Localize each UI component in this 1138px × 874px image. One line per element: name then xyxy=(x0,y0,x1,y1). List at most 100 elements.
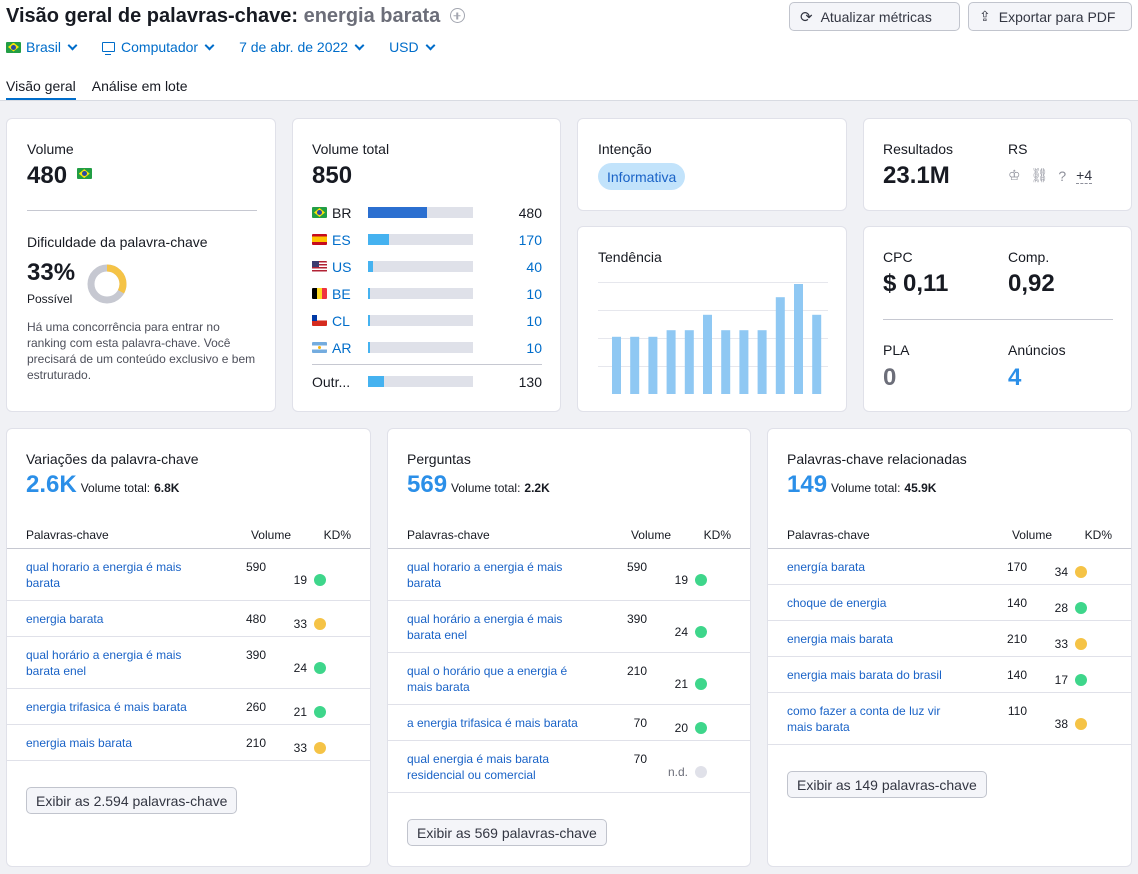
keyword-link[interactable]: energia trifasica é mais barata xyxy=(26,700,187,714)
device-filter[interactable]: Computador xyxy=(102,39,215,55)
related-total-value: 45.9K xyxy=(904,481,937,495)
table-row: choque de energia 140 28 xyxy=(768,585,1131,621)
questions-card: Perguntas 569 Volume total: 2.2K Palavra… xyxy=(387,428,751,867)
variations-summary: 2.6K Volume total: 6.8K xyxy=(26,471,179,499)
question-icon[interactable]: ? xyxy=(1058,167,1067,184)
country-volume[interactable]: 10 xyxy=(526,339,542,356)
kd-value-text: 33 xyxy=(293,740,307,755)
kd-level: Possível xyxy=(27,292,73,306)
keyword-volume: 140 xyxy=(1006,596,1027,610)
table-header: Palavras-chave Volume KD% xyxy=(7,522,370,549)
trend-bar[interactable] xyxy=(684,330,694,394)
kd-description: Há uma concorrência para entrar no ranki… xyxy=(27,320,256,382)
show-variations-button[interactable]: Exibir as 2.594 palavras-chave xyxy=(26,787,238,814)
country-code[interactable]: ES xyxy=(332,231,351,248)
ads-label: Anúncios xyxy=(1008,342,1066,358)
kd-dot-icon xyxy=(314,617,326,630)
keyword-kd: 33 xyxy=(266,611,326,636)
variations-table: Palavras-chave Volume KD% qual horario a… xyxy=(7,522,370,761)
keyword-link[interactable]: como fazer a conta de luz vir mais barat… xyxy=(787,704,941,734)
ads-value[interactable]: 4 xyxy=(1008,364,1022,391)
intent-card: Intenção Informativa xyxy=(577,118,847,211)
keyword-kd: 33 xyxy=(1027,631,1087,656)
country-filter[interactable]: Brasil xyxy=(6,39,78,55)
column-kd: KD% xyxy=(703,528,731,542)
related-count[interactable]: 149 xyxy=(787,471,828,498)
keyword-link[interactable]: qual horário a energia é mais barata ene… xyxy=(26,648,182,678)
country-bar-track xyxy=(368,342,473,353)
serp-features-more[interactable]: +4 xyxy=(1076,167,1093,184)
cpc-value: $ 0,11 xyxy=(883,270,949,297)
kd-dot-icon xyxy=(1075,565,1087,578)
trend-bar[interactable] xyxy=(775,297,785,394)
currency-filter[interactable]: USD xyxy=(389,39,436,55)
keyword-link[interactable]: energia barata xyxy=(26,612,104,626)
country-bar-track xyxy=(368,315,473,326)
tab-batch-analysis[interactable]: Análise em lote xyxy=(91,78,188,94)
trend-bar[interactable] xyxy=(812,314,822,394)
column-kd: KD% xyxy=(1084,528,1112,542)
trend-bar[interactable] xyxy=(721,330,731,394)
variations-card: Variações da palavra-chave 2.6K Volume t… xyxy=(6,428,371,867)
volume-value: 480 xyxy=(27,162,97,190)
country-volume[interactable]: 170 xyxy=(518,231,542,248)
keyword-link[interactable]: energia mais barata xyxy=(26,736,133,750)
keyword-volume: 170 xyxy=(1006,560,1027,574)
related-total-label: Volume total: xyxy=(831,481,901,495)
country-code[interactable]: AR xyxy=(332,339,352,356)
kd-dot-icon xyxy=(314,741,326,754)
brazil-flag-icon xyxy=(76,168,92,180)
link-icon[interactable]: ⛓ xyxy=(1030,167,1049,183)
keyword-link[interactable]: energia mais barata do brasil xyxy=(787,668,942,682)
trend-bar[interactable] xyxy=(757,330,767,394)
related-title: Palavras-chave relacionadas xyxy=(787,451,967,467)
keyword-link[interactable]: qual horario a energia é mais barata xyxy=(407,560,563,590)
country-code[interactable]: CL xyxy=(332,312,350,329)
keyword-link[interactable]: choque de energia xyxy=(787,596,887,610)
keyword-volume: 70 xyxy=(633,716,647,730)
keyword-volume: 210 xyxy=(626,664,647,678)
volume-label: Volume xyxy=(27,141,74,157)
trend-bar[interactable] xyxy=(739,330,749,394)
date-filter[interactable]: 7 de abr. de 2022 xyxy=(239,39,365,55)
trend-bar[interactable] xyxy=(703,314,712,394)
total-volume-value: 850 xyxy=(312,162,353,189)
keyword-link[interactable]: energía barata xyxy=(787,560,866,574)
show-related-button[interactable]: Exibir as 149 palavras-chave xyxy=(787,771,987,798)
trend-bar[interactable] xyxy=(630,336,640,394)
others-bar-track xyxy=(368,376,473,387)
tab-overview[interactable]: Visão geral xyxy=(6,78,76,100)
keyword-link[interactable]: a energia trifasica é mais barata xyxy=(407,716,578,730)
trend-bar[interactable] xyxy=(648,336,658,394)
trend-bar[interactable] xyxy=(794,284,803,394)
keyword-link[interactable]: qual o horário que a energia é mais bara… xyxy=(407,664,568,694)
country-code[interactable]: US xyxy=(332,258,352,275)
questions-count[interactable]: 569 xyxy=(407,471,448,498)
keyword-link[interactable]: qual horario a energia é mais barata xyxy=(26,560,182,590)
column-volume: Volume xyxy=(630,528,671,542)
keyword-link[interactable]: energia mais barata xyxy=(787,632,894,646)
crown-icon[interactable]: ♔ xyxy=(1008,167,1021,183)
add-plus-icon[interactable] xyxy=(449,8,465,23)
keyword-link[interactable]: qual horário a energia é mais barata ene… xyxy=(407,612,563,642)
show-questions-button[interactable]: Exibir as 569 palavras-chave xyxy=(407,819,607,846)
export-pdf-button[interactable]: ⇪ Exportar para PDF xyxy=(968,2,1132,31)
trend-bar[interactable] xyxy=(612,336,621,394)
refresh-icon: ⟳ xyxy=(800,8,813,26)
country-volume[interactable]: 40 xyxy=(526,258,542,275)
keyword-link[interactable]: qual energia é mais barata residencial o… xyxy=(407,752,550,782)
intent-badge: Informativa xyxy=(598,163,686,190)
table-row: qual horário a energia é mais barata ene… xyxy=(7,637,370,689)
refresh-metrics-button[interactable]: ⟳ Atualizar métricas xyxy=(789,2,960,31)
variations-count[interactable]: 2.6K xyxy=(26,471,77,498)
country-volume[interactable]: 10 xyxy=(526,312,542,329)
table-header: Palavras-chave Volume KD% xyxy=(768,522,1131,549)
country-volume[interactable]: 10 xyxy=(526,285,542,302)
keyword-volume: 140 xyxy=(1006,668,1027,682)
kd-dot-icon xyxy=(1075,673,1087,686)
device-filter-label: Computador xyxy=(121,39,199,55)
competition-label: Comp. xyxy=(1008,249,1050,265)
trend-card: Tendência xyxy=(577,226,847,412)
trend-bar[interactable] xyxy=(666,330,676,394)
country-code[interactable]: BE xyxy=(332,285,351,302)
